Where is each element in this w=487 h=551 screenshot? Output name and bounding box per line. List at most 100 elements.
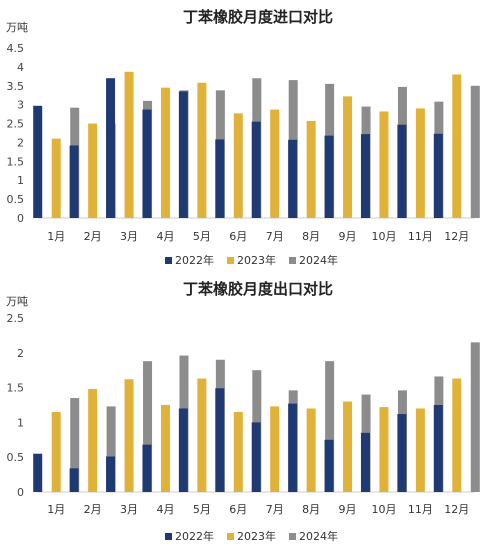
bar-2023年-3月 [124, 71, 134, 218]
legend-swatch [289, 257, 296, 264]
x-category-label: 9月 [339, 230, 357, 243]
legend-swatch [165, 533, 172, 540]
bar-2023年-11月 [415, 408, 425, 492]
bar-2022年-12月 [433, 405, 443, 492]
bar-2022年-5月 [178, 408, 188, 492]
bar-2024年-1月 [70, 398, 80, 492]
y-tick-label: 1 [17, 416, 24, 429]
bar-2023年-5月 [197, 378, 207, 492]
bar-2022年-11月 [397, 124, 407, 218]
bar-2024年-3月 [143, 361, 153, 492]
bar-2023年-5月 [197, 82, 207, 218]
x-category-label: 11月 [408, 503, 433, 516]
bar-2022年-7月 [251, 121, 261, 218]
bar-2023年-2月 [88, 123, 98, 218]
bar-2023年-8月 [306, 408, 316, 492]
bar-2023年-9月 [343, 96, 353, 218]
bar-2022年-9月 [324, 135, 334, 218]
y-tick-label: 4.5 [7, 42, 25, 55]
bar-2022年-6月 [215, 388, 225, 492]
x-category-label: 9月 [339, 503, 357, 516]
legend-label: 2023年 [237, 529, 276, 543]
bar-2023年-8月 [306, 120, 316, 218]
x-category-label: 5月 [193, 230, 211, 243]
legend-swatch [227, 533, 234, 540]
y-tick-label: 0 [17, 212, 24, 225]
bar-2022年-12月 [433, 133, 443, 218]
x-category-label: 4月 [156, 503, 174, 516]
bar-2022年-3月 [106, 78, 116, 218]
bar-2022年-1月 [33, 453, 43, 492]
x-category-label: 11月 [408, 230, 433, 243]
bar-2023年-7月 [270, 109, 280, 218]
bar-2022年-11月 [397, 414, 407, 492]
y-tick-label: 0 [17, 486, 24, 499]
x-category-label: 12月 [444, 503, 469, 516]
x-category-label: 3月 [120, 503, 138, 516]
legend-label: 2022年 [175, 253, 214, 267]
legend-swatch [289, 533, 296, 540]
x-category-label: 1月 [47, 230, 65, 243]
bar-2023年-1月 [51, 411, 61, 492]
bar-2022年-4月 [142, 444, 152, 492]
bar-2023年-2月 [88, 388, 98, 492]
y-tick-label: 3 [17, 99, 24, 112]
x-category-label: 1月 [47, 503, 65, 516]
legend-label: 2022年 [175, 529, 214, 543]
x-category-label: 3月 [120, 230, 138, 243]
bar-2024年-8月 [325, 361, 335, 492]
bar-2024年-2月 [106, 406, 116, 492]
x-category-label: 4月 [156, 230, 174, 243]
x-category-label: 8月 [302, 503, 320, 516]
y-tick-label: 4 [17, 61, 24, 74]
bar-2022年-3月 [106, 456, 116, 492]
y-tick-label: 1 [17, 174, 24, 187]
bar-2023年-3月 [124, 379, 134, 492]
bar-2023年-10月 [379, 111, 389, 218]
bar-2023年-12月 [452, 74, 462, 218]
x-category-label: 6月 [229, 503, 247, 516]
bar-2023年-10月 [379, 407, 389, 492]
x-category-label: 2月 [84, 503, 102, 516]
bar-2022年-8月 [288, 403, 298, 492]
bar-2022年-1月 [33, 105, 43, 218]
bar-2023年-7月 [270, 406, 280, 492]
bar-2024年-12月 [470, 342, 480, 492]
bar-2023年-4月 [160, 87, 170, 219]
bar-2023年-6月 [233, 113, 243, 218]
bar-2022年-10月 [360, 134, 370, 218]
bar-2023年-12月 [452, 378, 462, 492]
y-tick-label: 3.5 [7, 80, 25, 93]
bar-2022年-2月 [69, 145, 79, 218]
y-tick-label: 2 [17, 347, 24, 360]
chart-title: 丁苯橡胶月度进口对比 [183, 8, 333, 26]
legend-label: 2023年 [237, 253, 276, 267]
x-category-label: 5月 [193, 503, 211, 516]
bar-2022年-2月 [69, 468, 79, 492]
bar-2022年-7月 [251, 422, 261, 492]
bar-2023年-9月 [343, 401, 353, 492]
y-tick-label: 2.5 [7, 118, 25, 131]
bar-2022年-6月 [215, 139, 225, 218]
x-category-label: 7月 [266, 503, 284, 516]
x-category-label: 12月 [444, 230, 469, 243]
bar-2022年-9月 [324, 439, 334, 492]
bar-2023年-11月 [415, 108, 425, 218]
chart-title: 丁苯橡胶月度出口对比 [183, 280, 333, 298]
x-category-label: 8月 [302, 230, 320, 243]
legend-label: 2024年 [299, 253, 338, 267]
bar-2024年-12月 [470, 85, 480, 219]
y-tick-label: 0.5 [7, 451, 25, 464]
x-category-label: 7月 [266, 230, 284, 243]
legend-swatch [227, 257, 234, 264]
x-category-label: 10月 [371, 230, 396, 243]
bar-2022年-8月 [288, 139, 298, 218]
legend-label: 2024年 [299, 529, 338, 543]
bar-2022年-5月 [178, 91, 188, 218]
bar-2022年-4月 [142, 109, 152, 218]
y-tick-label: 1.5 [7, 382, 25, 395]
legend-swatch [165, 257, 172, 264]
